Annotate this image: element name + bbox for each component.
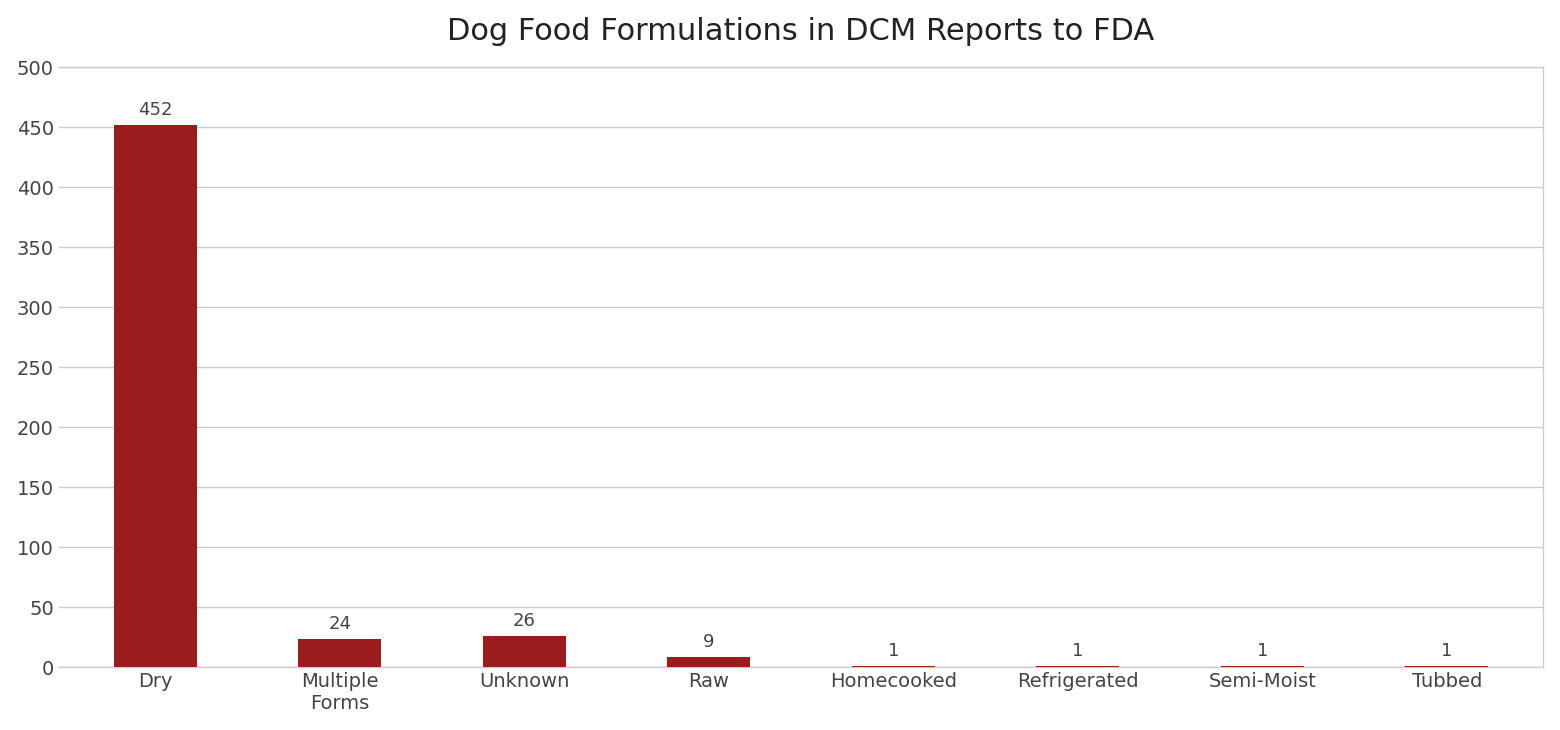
Text: 9: 9 xyxy=(704,633,714,650)
Title: Dog Food Formulations in DCM Reports to FDA: Dog Food Formulations in DCM Reports to … xyxy=(448,17,1154,46)
Bar xyxy=(482,637,566,667)
Text: 1: 1 xyxy=(888,642,899,660)
Text: 1: 1 xyxy=(1441,642,1452,660)
Bar xyxy=(1036,666,1119,667)
Bar xyxy=(852,666,934,667)
Text: 452: 452 xyxy=(137,101,173,119)
Bar xyxy=(1406,666,1488,667)
Bar xyxy=(668,657,750,667)
Text: 24: 24 xyxy=(328,615,351,633)
Bar xyxy=(298,639,381,667)
Bar xyxy=(1221,666,1304,667)
Bar xyxy=(114,125,197,667)
Text: 1: 1 xyxy=(1257,642,1268,660)
Text: 26: 26 xyxy=(513,612,535,630)
Text: 1: 1 xyxy=(1072,642,1084,660)
